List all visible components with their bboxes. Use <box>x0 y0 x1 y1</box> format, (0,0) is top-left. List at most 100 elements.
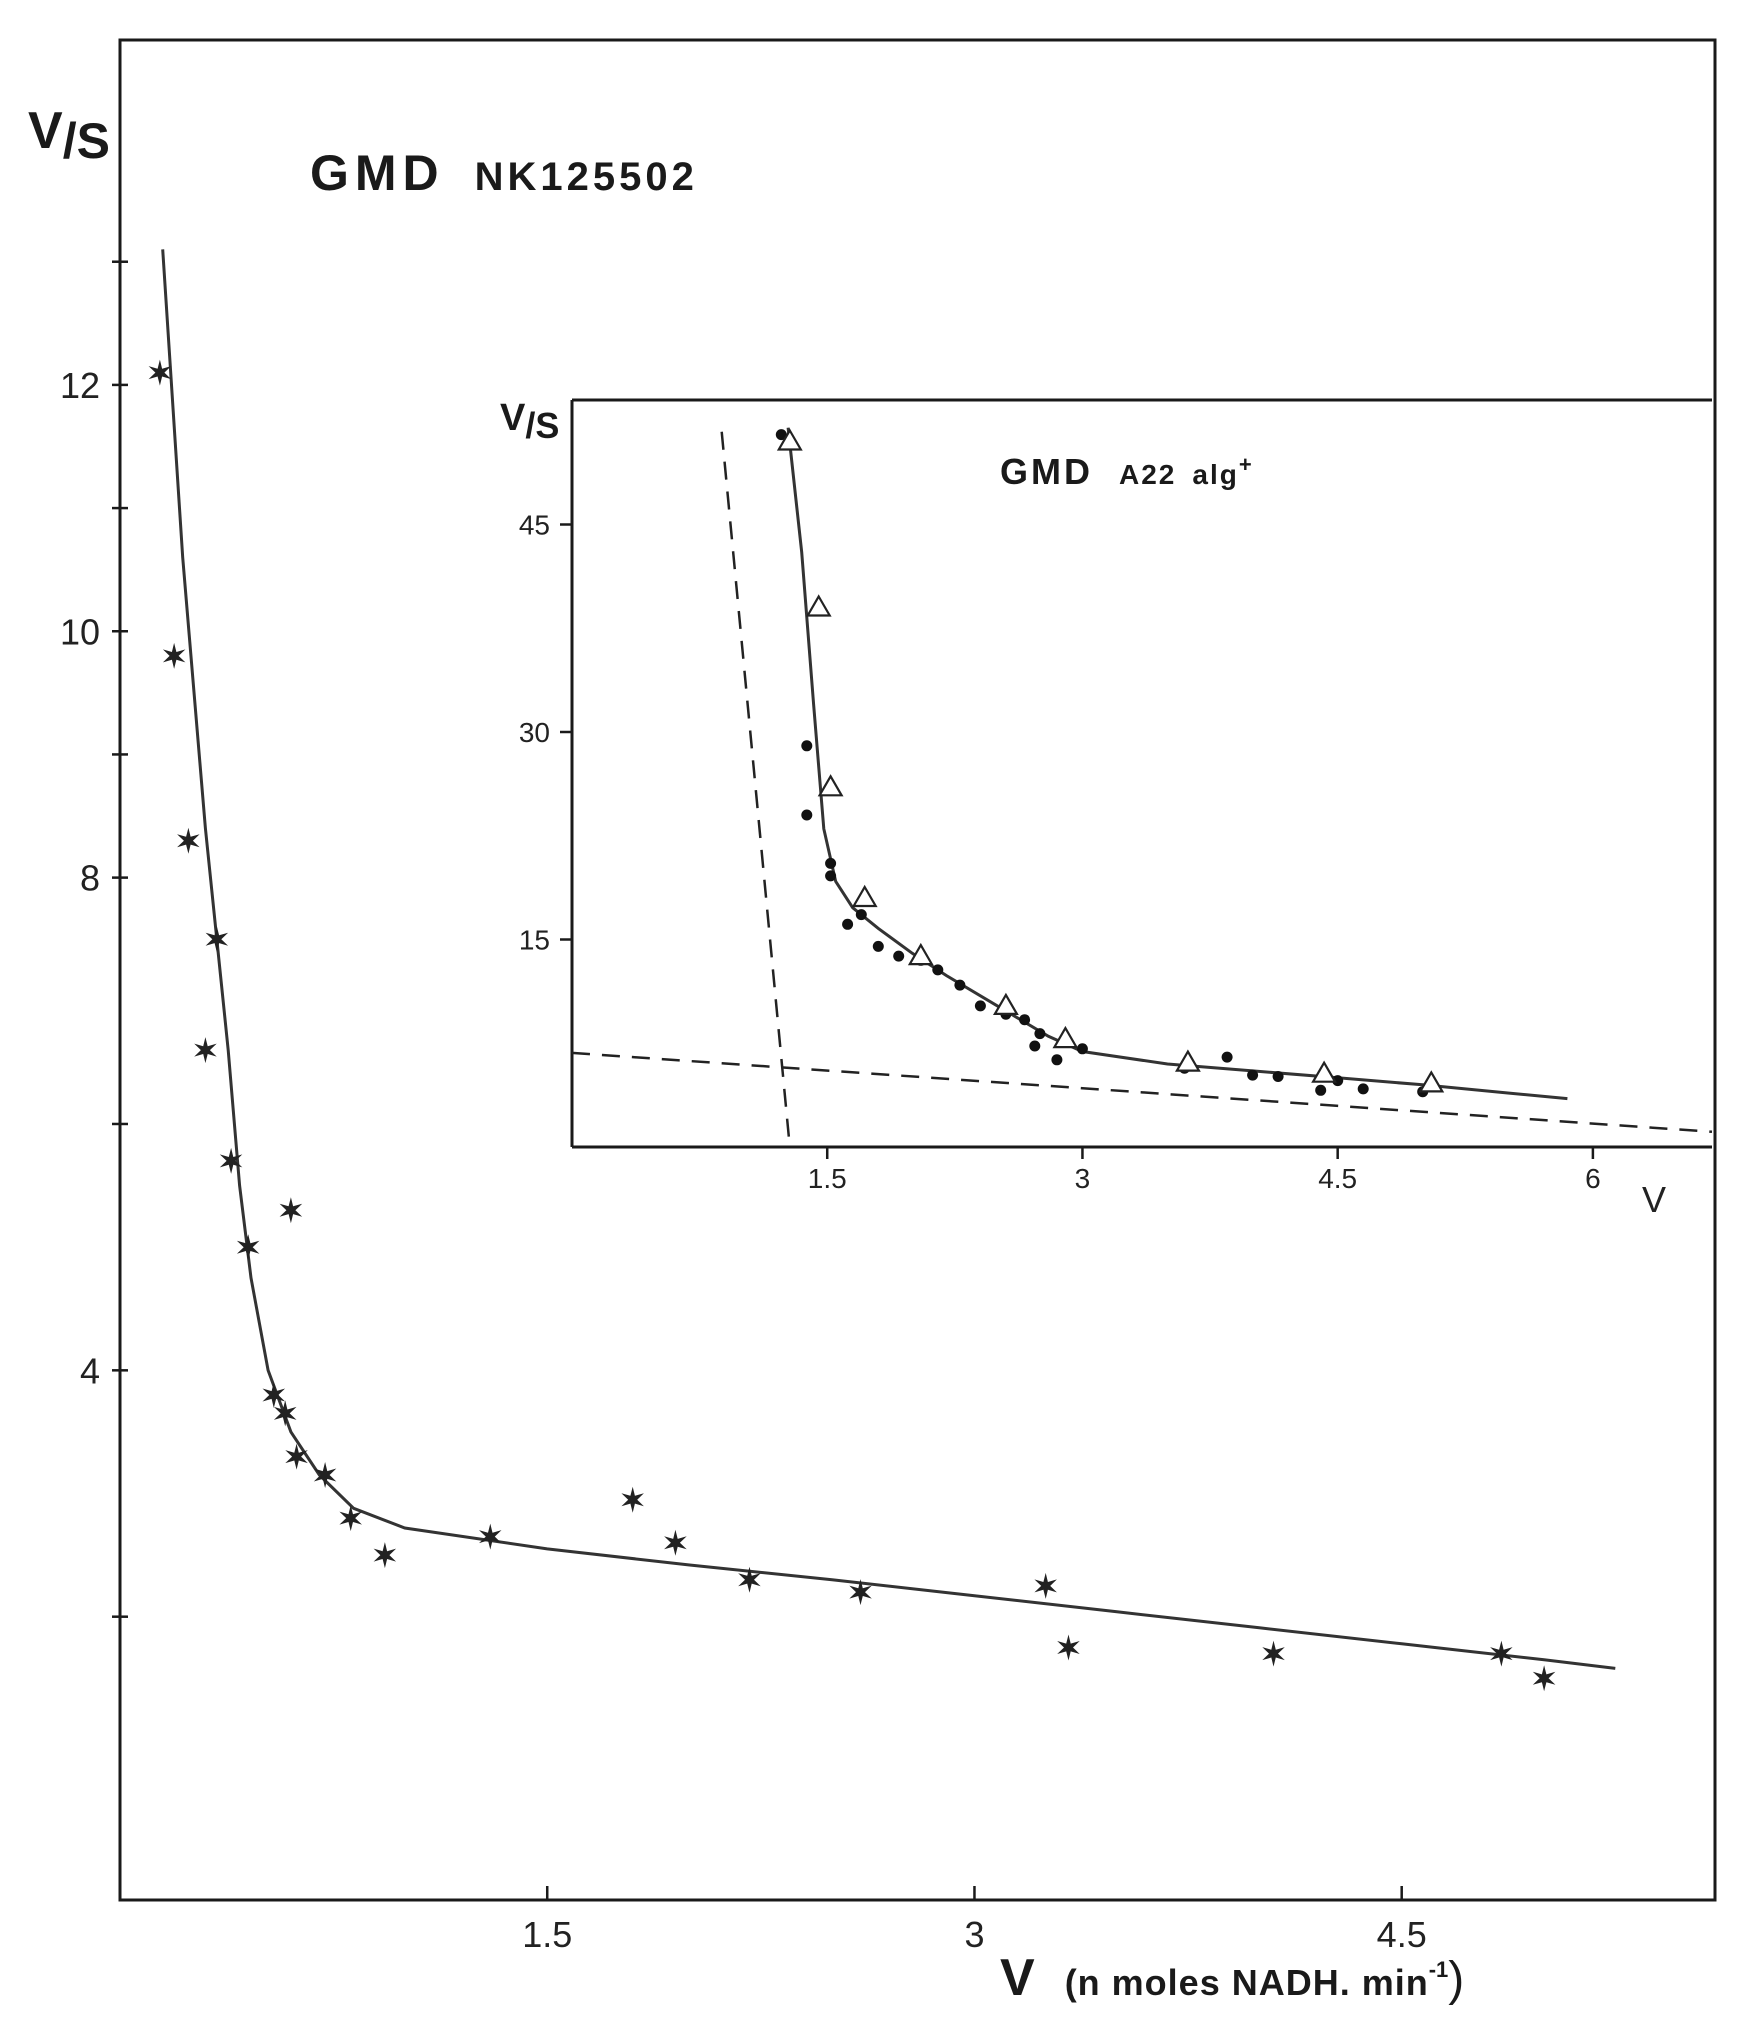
inset-dot-point <box>1034 1028 1046 1040</box>
main-y-tick-label: 10 <box>60 611 100 652</box>
main-fit-line <box>161 249 1616 1670</box>
main-x-label-v: V <box>1000 1949 1035 2007</box>
main-title-strain: NK125502 <box>475 155 698 199</box>
inset-dot-point <box>855 909 867 921</box>
inset-y-label-v: V <box>500 397 526 439</box>
inset-dot-point <box>1221 1051 1233 1063</box>
inset-dot-point <box>974 1000 986 1012</box>
inset-triangle-point <box>992 992 1019 1015</box>
inset-dot-point <box>775 429 787 441</box>
inset-dashed-lines <box>571 431 1713 1148</box>
main-x-tick-label: 3 <box>964 1914 984 1955</box>
inset-background <box>572 400 1712 1147</box>
inset-title-strain: A22 <box>1119 459 1176 490</box>
inset-dot-point <box>893 950 905 962</box>
main-star-point <box>285 1443 308 1470</box>
inset-fit-line-group <box>786 427 1568 1101</box>
main-y-tick-label: 4 <box>80 1350 100 1391</box>
main-x-label-unit: (n moles NADH. min <box>1065 1962 1429 2003</box>
main-star-point <box>664 1529 687 1556</box>
inset-dot-point <box>1051 1054 1063 1066</box>
main-y-axis-label: V/S <box>28 102 110 169</box>
main-axis-ticks: 1.5 3 4.5 4 8 10 12 <box>60 260 1427 1955</box>
main-star-point <box>1034 1572 1057 1599</box>
inset-triangle-point <box>1052 1025 1079 1049</box>
inset-y-tick-label: 30 <box>519 717 550 748</box>
inset-triangle-point <box>817 774 844 797</box>
main-star-point <box>621 1486 644 1513</box>
main-star-point <box>339 1505 362 1532</box>
main-star-point <box>1490 1640 1513 1667</box>
main-y-tick-label: 8 <box>80 858 100 899</box>
inset-triangle-point <box>851 884 878 908</box>
main-chart: 1.5 3 4.5 4 8 10 12 V/S GMD NK125502 V (n moles … <box>28 38 1717 2007</box>
main-x-tick-label: 4.5 <box>1377 1914 1427 1955</box>
inset-x-tick-label: 6 <box>1585 1163 1601 1194</box>
inset-dot-point <box>801 809 813 821</box>
main-star-point <box>273 1400 297 1427</box>
main-star-point <box>1262 1640 1285 1667</box>
inset-x-tick-label: 4.5 <box>1318 1163 1357 1194</box>
inset-triangle-point <box>1174 1049 1201 1072</box>
inset-dot-point <box>954 979 966 991</box>
main-title-gmd: GMD <box>310 145 445 201</box>
inset-y-axis-label: V/S <box>500 397 559 446</box>
main-star-point <box>177 827 200 854</box>
inset-y-tick-label: 15 <box>519 925 550 956</box>
inset-title-gmd: GMD <box>1000 451 1093 492</box>
inset-y-tick-label: 45 <box>519 510 550 541</box>
inset-dot-point <box>1357 1083 1369 1095</box>
main-star-point <box>1532 1665 1556 1692</box>
inset-x-tick-label: 1.5 <box>808 1163 847 1194</box>
inset-fit-line <box>786 427 1568 1101</box>
inset-dot-point <box>1315 1084 1327 1096</box>
inset-dot-point <box>1332 1075 1344 1087</box>
inset-triangle-point <box>1311 1060 1338 1083</box>
inset-dot-point <box>932 964 944 976</box>
inset-dot-point <box>1019 1014 1031 1026</box>
main-star-point <box>313 1462 337 1488</box>
inset-title-sup: + <box>1239 452 1255 477</box>
main-star-point <box>162 642 186 669</box>
main-fit-line-group <box>161 249 1616 1670</box>
inset-triangle-point <box>776 428 803 451</box>
inset-y-label-s: /S <box>525 405 559 446</box>
inset-chart: 1.5 3 4.5 6 15 30 45 V/S GMD A22 alg+ V <box>500 397 1713 1220</box>
inset-triangle-point <box>805 594 832 617</box>
inset-dot-point <box>1272 1071 1284 1082</box>
main-star-point <box>373 1542 397 1569</box>
main-y-label-v: V <box>28 102 63 160</box>
main-star-point <box>262 1382 286 1408</box>
inset-dot-point <box>842 918 854 930</box>
inset-x-tick-label: 3 <box>1075 1163 1091 1194</box>
inset-title-alg: alg <box>1192 459 1238 490</box>
inset-dot-point <box>801 740 813 752</box>
inset-dot-point <box>1029 1040 1041 1052</box>
inset-dot-point <box>872 940 884 952</box>
main-star-point <box>205 926 229 953</box>
inset-axis-ticks: 1.5 3 4.5 6 15 30 45 <box>519 510 1601 1195</box>
main-star-point <box>279 1197 303 1224</box>
inset-dot-point <box>1247 1069 1259 1081</box>
main-data-points <box>148 359 1556 1692</box>
inset-data-points <box>775 428 1445 1098</box>
main-y-tick-label: 12 <box>60 365 100 406</box>
inset-dot-point <box>825 870 837 882</box>
main-star-point <box>479 1523 502 1550</box>
main-star-point <box>148 359 172 386</box>
main-chart-title: GMD NK125502 <box>310 145 698 201</box>
inset-triangle-point <box>907 942 934 966</box>
main-star-point <box>738 1566 761 1593</box>
main-plot-frame <box>118 38 1717 1902</box>
main-x-label-close: ) <box>1448 1953 1464 2006</box>
inset-x-axis-label: V <box>1642 1179 1666 1220</box>
inset-dashed-asymptote <box>571 1051 1713 1134</box>
main-star-point <box>219 1147 243 1174</box>
main-star-point <box>849 1579 872 1606</box>
inset-dot-point <box>825 857 837 869</box>
main-x-label-exponent: -1 <box>1429 1957 1449 1982</box>
inset-triangle-point <box>1418 1070 1445 1093</box>
inset-dot-point <box>1076 1043 1088 1055</box>
main-x-tick-label: 1.5 <box>522 1914 572 1955</box>
main-y-label-s: /S <box>63 113 110 169</box>
